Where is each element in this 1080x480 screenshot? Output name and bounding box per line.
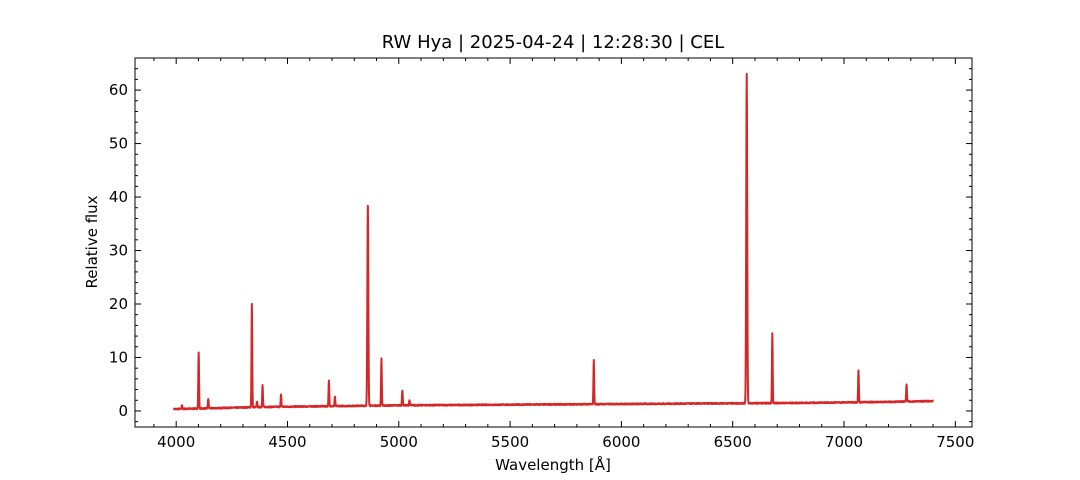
y-axis: 0 10 20 30 40 50 60 bbox=[109, 68, 972, 423]
chart-title: RW Hya | 2025-04-24 | 12:28:30 | CEL bbox=[382, 32, 724, 53]
y-tick-label: 10 bbox=[109, 348, 128, 366]
plot-area bbox=[172, 72, 934, 411]
y-tick-label: 20 bbox=[109, 295, 128, 313]
x-tick-label: 6000 bbox=[602, 433, 640, 451]
x-tick-label: 7500 bbox=[936, 433, 974, 451]
spectrum-series-line bbox=[172, 72, 934, 411]
x-tick-label: 7000 bbox=[825, 433, 863, 451]
y-tick-label: 40 bbox=[109, 188, 128, 206]
y-tick-label: 0 bbox=[118, 402, 128, 420]
y-tick-label: 30 bbox=[109, 242, 128, 260]
x-tick-label: 6500 bbox=[714, 433, 752, 451]
y-tick-label: 60 bbox=[109, 81, 128, 99]
y-tick-label: 50 bbox=[109, 135, 128, 153]
x-tick-label: 5000 bbox=[380, 433, 418, 451]
axes-frame bbox=[134, 57, 973, 428]
x-tick-label: 5500 bbox=[491, 433, 529, 451]
x-axis-label: Wavelength [Å] bbox=[495, 455, 611, 474]
y-axis-label: Relative flux bbox=[83, 195, 101, 288]
x-axis: 4000 4500 5000 5500 6000 6500 7000 7500 bbox=[153, 58, 974, 451]
x-tick-label: 4000 bbox=[157, 433, 195, 451]
x-tick-label: 4500 bbox=[268, 433, 306, 451]
